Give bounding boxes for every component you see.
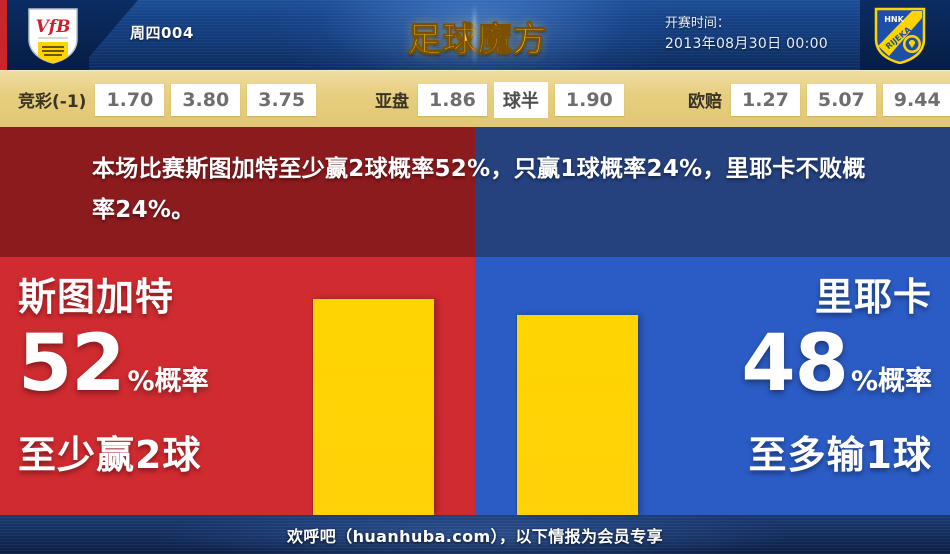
away-percent-value: 48 — [741, 319, 849, 409]
header-red-accent-edge — [0, 0, 7, 70]
logo-light-ray-icon — [473, 4, 476, 66]
home-team-crest-icon: VfB — [25, 6, 81, 64]
footer-promo-text[interactable]: 欢呼吧（huanhuba.com），以下情报为会员专享 — [286, 526, 664, 546]
home-stat-block: 斯图加特 52 %概率 至少赢2球 — [18, 271, 298, 481]
away-team-crest-icon: HNK RIJEKA — [872, 6, 928, 65]
headline-band: 本场比赛斯图加特至少赢2球概率52%，只赢1球概率24%，里耶卡不败概率24%。 — [0, 127, 950, 257]
odds-handicap-label[interactable]: 球半 — [493, 81, 548, 118]
match-number: 周四004 — [130, 24, 194, 42]
home-outcome-label: 至少赢2球 — [18, 433, 202, 477]
away-probability-bar — [517, 315, 638, 515]
headline-band-right-half — [475, 127, 950, 257]
odds-value-oupei-2[interactable]: 5.07 — [806, 83, 876, 116]
home-team-name: 斯图加特 — [18, 275, 175, 319]
home-percent-line: 52 %概率 — [18, 323, 298, 423]
odds-group-oupei: 欧赔 1.27 5.07 9.44 — [688, 83, 950, 116]
svg-text:HNK: HNK — [884, 15, 904, 24]
away-percent-suffix: %概率 — [850, 366, 932, 397]
kickoff-value: 2013年08月30日 00:00 — [664, 36, 828, 52]
odds-value-yapan-home[interactable]: 1.86 — [418, 83, 487, 116]
odds-value-yapan-away[interactable]: 1.90 — [554, 83, 624, 116]
odds-group-yapan: 亚盘 1.86 球半 1.90 — [375, 81, 624, 118]
kickoff-label: 开赛时间： — [664, 16, 730, 31]
odds-group-jingcai: 竞彩(-1) 1.70 3.80 3.75 — [18, 83, 317, 116]
odds-group-label-oupei: 欧赔 — [688, 92, 722, 112]
odds-value-jingcai-3[interactable]: 3.75 — [247, 83, 317, 116]
away-stat-block: 里耶卡 48 %概率 至多输1球 — [652, 271, 932, 481]
away-outcome-label: 至多输1球 — [748, 433, 932, 477]
odds-group-label-yapan: 亚盘 — [375, 92, 409, 112]
headline-text: 本场比赛斯图加特至少赢2球概率52%，只赢1球概率24%，里耶卡不败概率24%。 — [92, 156, 866, 223]
header-left-diagonal — [78, 0, 138, 70]
footer-bar: 欢呼吧（huanhuba.com），以下情报为会员专享 — [0, 515, 950, 554]
odds-value-oupei-3[interactable]: 9.44 — [882, 83, 950, 116]
home-percent-value: 52 — [18, 319, 126, 409]
kickoff-time-block: 开赛时间： 2013年08月30日 00:00 — [665, 14, 828, 54]
probability-chart: 斯图加特 52 %概率 至少赢2球 里耶卡 48 %概率 至多输1球 — [0, 257, 950, 515]
away-team-name: 里耶卡 — [814, 275, 932, 319]
odds-bar: 竞彩(-1) 1.70 3.80 3.75 亚盘 1.86 球半 1.90 欧赔… — [0, 70, 950, 127]
site-logo[interactable]: 足球魔方 — [395, 4, 560, 66]
home-probability-bar — [313, 299, 434, 515]
header-bar: VfB 周四004 足球魔方 开赛时间： 2013年08月30日 00:00 H… — [0, 0, 950, 70]
odds-group-label-jingcai: 竞彩(-1) — [18, 92, 87, 112]
headline-band-left-half — [0, 127, 475, 257]
site-logo-text: 足球魔方 — [407, 19, 548, 60]
away-percent-line: 48 %概率 — [652, 323, 932, 423]
home-percent-suffix: %概率 — [127, 366, 209, 397]
svg-text:VfB: VfB — [36, 17, 71, 37]
odds-value-jingcai-1[interactable]: 1.70 — [95, 83, 165, 116]
odds-value-oupei-1[interactable]: 1.27 — [731, 83, 800, 116]
odds-row: 竞彩(-1) 1.70 3.80 3.75 亚盘 1.86 球半 1.90 欧赔… — [0, 71, 950, 128]
odds-value-jingcai-2[interactable]: 3.80 — [171, 83, 241, 116]
